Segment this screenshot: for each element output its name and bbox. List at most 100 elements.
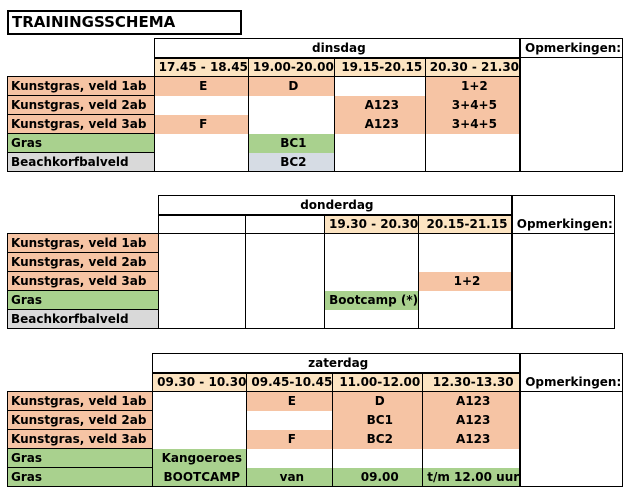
table-row: Kunstgras, veld 1ab E D A123 — [6, 391, 623, 411]
remarks-cell — [510, 252, 616, 272]
slot-cell: van — [246, 467, 334, 487]
table-row: Kunstgras, veld 3ab F A123 3+4+5 — [7, 114, 623, 134]
location-label: Gras — [7, 133, 155, 153]
slot-cell: A123 — [333, 95, 426, 115]
location-label: Kunstgras, veld 1ab — [6, 391, 154, 411]
remarks-cell — [510, 290, 616, 310]
remarks-header: Opmerkingen: — [519, 372, 623, 392]
slot-cell: D — [332, 391, 424, 411]
slot-cell — [152, 429, 248, 449]
slot-cell — [158, 233, 246, 253]
slot-cell: A123 — [422, 391, 521, 411]
time-row: 17.45 - 18.45 19.00-20.00 19.15-20.15 20… — [8, 57, 623, 77]
remarks-cell — [519, 76, 623, 96]
time-slot: 17.45 - 18.45 — [153, 57, 249, 77]
slot-cell: F — [153, 114, 249, 134]
remarks-cell — [510, 233, 616, 253]
time-slot: 19.15-20.15 — [333, 57, 426, 77]
slot-cell: E — [246, 391, 334, 411]
remarks-cell — [519, 95, 623, 115]
table-row: Kunstgras, veld 3ab F BC2 A123 — [6, 429, 623, 449]
slot-cell — [332, 448, 424, 468]
day-header: dinsdag — [153, 38, 521, 59]
slot-cell: 3+4+5 — [424, 114, 521, 134]
slot-cell — [246, 448, 334, 468]
slot-cell — [152, 410, 248, 430]
slot-cell: A123 — [422, 410, 521, 430]
slot-cell: 1+2 — [424, 76, 521, 96]
slot-cell: E — [153, 76, 249, 96]
slot-cell: BC2 — [332, 429, 424, 449]
remarks-cell — [519, 429, 623, 449]
day-header: donderdag — [157, 195, 513, 216]
slot-cell: D — [247, 76, 335, 96]
location-label: Gras — [7, 290, 159, 310]
location-label: Kunstgras, veld 2ab — [7, 252, 159, 272]
schedule-title: TRAININGSSCHEMA — [7, 10, 242, 35]
remarks-cell — [519, 448, 623, 468]
slot-cell — [152, 391, 248, 411]
time-slot: 19.00-20.00 — [247, 57, 335, 77]
slot-cell — [424, 152, 521, 172]
day-header: zaterdag — [152, 353, 521, 374]
day-row: zaterdag — [8, 353, 623, 374]
slot-cell — [333, 76, 426, 96]
remarks-cell — [519, 133, 623, 153]
time-slot: 09.30 - 10.30 — [152, 372, 248, 392]
slot-cell — [323, 252, 420, 272]
table-row: Gras Bootcamp (*) — [7, 290, 616, 310]
slot-cell — [418, 233, 513, 253]
slot-cell: t/m 12.00 uur — [422, 467, 521, 487]
slot-cell — [424, 133, 521, 153]
remarks-cell — [510, 271, 616, 291]
table-row: Kunstgras, veld 2ab BC1 A123 — [6, 410, 623, 430]
table-row: Gras Kangoeroes — [6, 448, 623, 468]
table-row: Kunstgras, veld 2ab — [7, 252, 616, 272]
schedule-table-donderdag: donderdag 19.30 - 20.30 20.15-21.15 Opme… — [7, 195, 616, 329]
slot-cell — [418, 252, 513, 272]
slot-cell: 3+4+5 — [424, 95, 521, 115]
slot-cell — [245, 252, 325, 272]
slot-cell — [422, 448, 521, 468]
location-label: Gras — [6, 448, 154, 468]
table-row: Kunstgras, veld 3ab 1+2 — [7, 271, 616, 291]
slot-cell: F — [246, 429, 334, 449]
time-slot: 12.30-13.30 — [422, 372, 521, 392]
time-slot: 20.15-21.15 — [418, 214, 513, 234]
slot-cell — [158, 271, 246, 291]
table-row: Gras BOOTCAMP van 09.00 t/m 12.00 uur — [6, 467, 623, 487]
slot-cell — [153, 95, 249, 115]
slot-cell — [153, 133, 249, 153]
day-row: dinsdag Opmerkingen: — [8, 38, 623, 59]
slot-cell — [245, 271, 325, 291]
slot-cell — [245, 233, 325, 253]
table-row: Gras BC1 — [7, 133, 623, 153]
slot-cell: 1+2 — [418, 271, 513, 291]
location-label: Beachkorfbalveld — [7, 152, 155, 172]
slot-cell: A123 — [422, 429, 521, 449]
time-slot: 19.30 - 20.30 — [323, 214, 420, 234]
slot-cell — [333, 133, 426, 153]
remarks-cell — [519, 410, 623, 430]
slot-cell — [323, 309, 420, 329]
time-slot — [158, 214, 246, 234]
table-row: Beachkorfbalveld BC2 — [7, 152, 623, 172]
time-row: 09.30 - 10.30 09.45-10.45 11.00-12.00 12… — [8, 372, 623, 392]
location-label: Kunstgras, veld 1ab — [7, 76, 155, 96]
slot-cell: Bootcamp (*) — [323, 290, 420, 310]
time-slot: 09.45-10.45 — [246, 372, 334, 392]
location-label: Kunstgras, veld 3ab — [7, 114, 155, 134]
time-row: 19.30 - 20.30 20.15-21.15 Opmerkingen: — [8, 214, 616, 234]
slot-cell — [247, 95, 335, 115]
remarks-cell — [519, 57, 623, 77]
slot-cell — [245, 309, 325, 329]
table-row: Beachkorfbalveld — [7, 309, 616, 329]
slot-cell — [418, 290, 513, 310]
schedule-table-zaterdag: zaterdag 09.30 - 10.30 09.45-10.45 11.00… — [6, 353, 623, 487]
slot-cell — [323, 271, 420, 291]
time-slot — [245, 214, 325, 234]
slot-cell — [333, 152, 426, 172]
remarks-cell — [519, 391, 623, 411]
schedule-table-dinsdag: dinsdag Opmerkingen: 17.45 - 18.45 19.00… — [7, 38, 623, 172]
remarks-cell — [519, 114, 623, 134]
